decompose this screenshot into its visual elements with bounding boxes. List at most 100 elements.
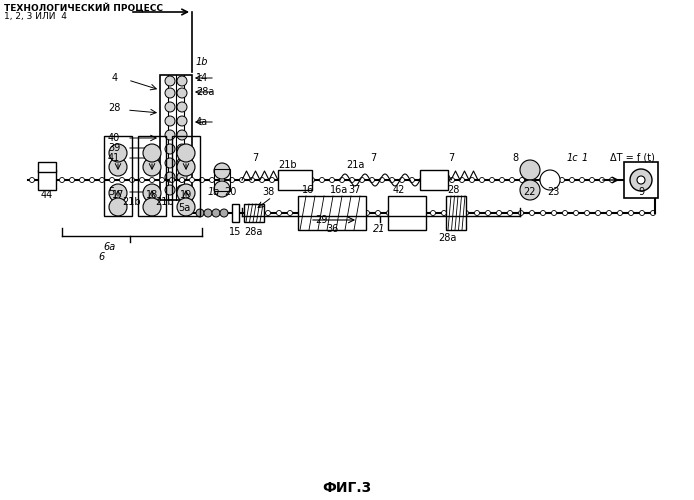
Text: 1, 2, 3 ИЛИ  4: 1, 2, 3 ИЛИ 4 xyxy=(4,12,67,22)
Text: 19: 19 xyxy=(180,190,192,200)
Text: 37: 37 xyxy=(348,185,360,195)
Circle shape xyxy=(40,178,44,182)
Circle shape xyxy=(139,178,144,182)
Circle shape xyxy=(196,209,204,217)
Circle shape xyxy=(441,210,446,216)
Circle shape xyxy=(618,210,623,216)
Text: 28a: 28a xyxy=(196,87,214,97)
Bar xyxy=(298,196,366,230)
Bar xyxy=(214,169,230,191)
Text: 28a: 28a xyxy=(244,227,262,237)
Text: ФИГ.3: ФИГ.3 xyxy=(323,481,371,495)
Circle shape xyxy=(332,210,337,216)
Text: 23: 23 xyxy=(547,187,559,197)
Circle shape xyxy=(300,178,305,182)
Bar xyxy=(420,170,448,190)
Circle shape xyxy=(439,178,444,182)
Text: ΔT = f (t): ΔT = f (t) xyxy=(610,153,655,163)
Circle shape xyxy=(541,210,545,216)
Circle shape xyxy=(595,210,600,216)
Circle shape xyxy=(165,158,175,168)
Circle shape xyxy=(629,210,634,216)
Bar xyxy=(38,162,56,172)
Circle shape xyxy=(269,178,275,182)
Circle shape xyxy=(165,116,175,126)
Circle shape xyxy=(119,178,124,182)
Circle shape xyxy=(30,178,35,182)
Text: 14: 14 xyxy=(196,73,208,83)
Circle shape xyxy=(475,210,480,216)
Circle shape xyxy=(520,178,525,182)
Circle shape xyxy=(239,178,244,182)
Circle shape xyxy=(177,144,187,154)
Text: 1: 1 xyxy=(582,153,589,163)
Circle shape xyxy=(298,210,303,216)
Circle shape xyxy=(177,130,187,140)
Circle shape xyxy=(109,144,127,162)
Circle shape xyxy=(143,144,161,162)
Circle shape xyxy=(570,178,575,182)
Circle shape xyxy=(563,210,568,216)
Circle shape xyxy=(109,198,127,216)
Circle shape xyxy=(500,178,505,182)
Bar xyxy=(624,162,658,198)
Circle shape xyxy=(177,88,187,98)
Circle shape xyxy=(177,144,195,162)
Circle shape xyxy=(109,158,127,176)
Circle shape xyxy=(310,210,314,216)
Circle shape xyxy=(489,178,495,182)
Text: 7: 7 xyxy=(370,153,376,163)
Bar xyxy=(232,204,239,222)
Circle shape xyxy=(110,178,115,182)
Circle shape xyxy=(507,210,512,216)
Circle shape xyxy=(177,158,195,176)
Text: 28a: 28a xyxy=(438,233,457,243)
Text: 18: 18 xyxy=(146,190,158,200)
Circle shape xyxy=(310,178,314,182)
Circle shape xyxy=(530,178,534,182)
Circle shape xyxy=(260,178,264,182)
Text: 6a: 6a xyxy=(103,242,115,252)
Circle shape xyxy=(214,181,230,197)
Circle shape xyxy=(165,76,175,86)
Text: 9: 9 xyxy=(638,187,644,197)
Circle shape xyxy=(559,178,564,182)
Circle shape xyxy=(287,210,292,216)
Circle shape xyxy=(339,178,344,182)
Circle shape xyxy=(165,102,175,112)
Circle shape xyxy=(177,158,187,168)
Text: 29: 29 xyxy=(315,215,328,225)
Text: 16a: 16a xyxy=(330,185,348,195)
Circle shape xyxy=(609,178,614,182)
Circle shape xyxy=(496,210,502,216)
Text: 4: 4 xyxy=(112,73,118,83)
Circle shape xyxy=(637,176,645,184)
Bar xyxy=(244,204,264,222)
Text: 17: 17 xyxy=(112,190,124,200)
Text: 4a: 4a xyxy=(196,117,208,127)
Circle shape xyxy=(630,169,652,191)
Bar xyxy=(38,170,56,190)
Circle shape xyxy=(464,210,468,216)
Circle shape xyxy=(319,178,325,182)
Circle shape xyxy=(90,178,94,182)
Circle shape xyxy=(177,172,187,182)
Circle shape xyxy=(520,160,540,180)
Circle shape xyxy=(364,210,369,216)
Text: 1c: 1c xyxy=(567,153,579,163)
Circle shape xyxy=(169,178,174,182)
Circle shape xyxy=(573,210,579,216)
Circle shape xyxy=(177,184,195,202)
Text: 42: 42 xyxy=(393,185,405,195)
Circle shape xyxy=(398,210,403,216)
Circle shape xyxy=(343,210,348,216)
Bar xyxy=(278,170,312,190)
Circle shape xyxy=(165,130,175,140)
Circle shape xyxy=(400,178,405,182)
Circle shape xyxy=(212,209,220,217)
Circle shape xyxy=(520,180,540,200)
Circle shape xyxy=(452,210,457,216)
Circle shape xyxy=(600,178,604,182)
Text: 16: 16 xyxy=(302,185,314,195)
Text: 21: 21 xyxy=(373,224,385,234)
